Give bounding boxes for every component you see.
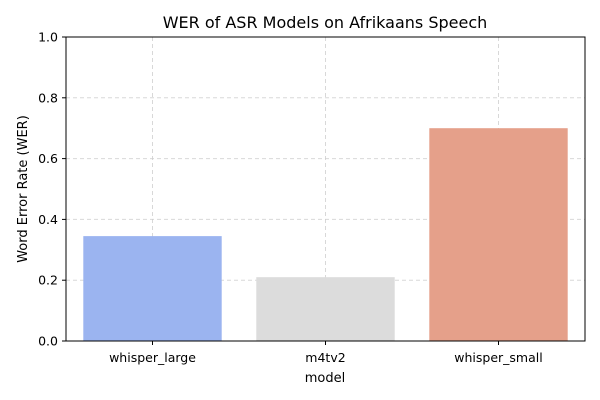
y-axis-label: Word Error Rate (WER) xyxy=(16,115,31,263)
y-tick-label: 0.2 xyxy=(38,273,58,288)
x-axis-label: model xyxy=(305,371,345,386)
bars-layer xyxy=(83,128,568,341)
x-tick-label: m4tv2 xyxy=(305,350,345,365)
y-tick-label: 0.6 xyxy=(38,151,58,166)
chart-title: WER of ASR Models on Afrikaans Speech xyxy=(163,13,488,32)
y-tick-label: 0.0 xyxy=(38,334,58,349)
bar-whisper-large xyxy=(83,236,222,341)
bar-m4tv2 xyxy=(256,277,395,341)
y-tick-label: 0.8 xyxy=(38,90,58,105)
y-tick-label: 0.4 xyxy=(38,212,58,227)
x-tick-label: whisper_large xyxy=(109,350,196,365)
bar-whisper-small xyxy=(429,128,568,341)
x-tick-label: whisper_small xyxy=(454,350,542,365)
x-axis-ticks: whisper_large m4tv2 whisper_small xyxy=(109,341,543,365)
y-tick-label: 1.0 xyxy=(38,30,58,45)
y-axis-ticks: 0.0 0.2 0.4 0.6 0.8 1.0 xyxy=(38,30,66,349)
